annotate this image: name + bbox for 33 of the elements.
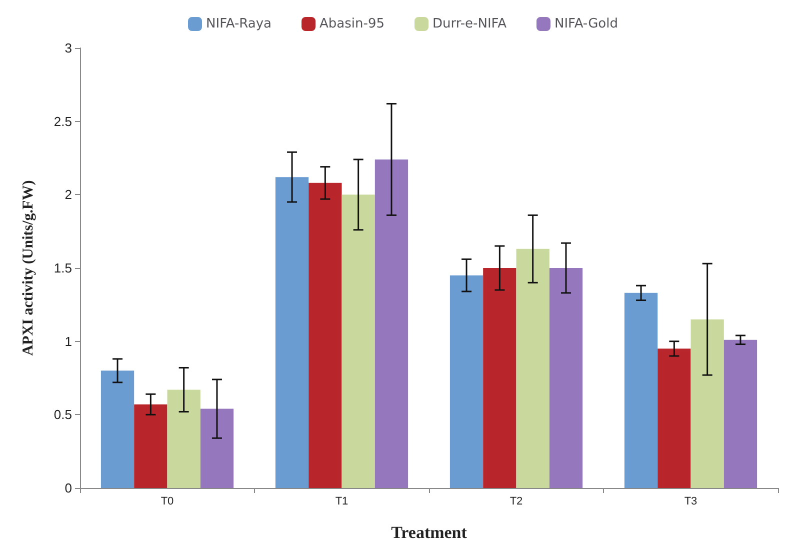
bar — [624, 292, 658, 488]
bar — [167, 390, 200, 488]
bar — [450, 275, 484, 488]
bar — [724, 340, 758, 488]
bar — [483, 268, 516, 488]
x-tick-label: T1 — [335, 496, 348, 508]
x-axis-title: Treatment — [391, 523, 468, 542]
y-axis-title: APXI activity (Units/g.FW) — [20, 180, 36, 356]
bar — [690, 319, 724, 488]
y-tick-label: 1.5 — [54, 260, 72, 276]
y-tick-label: 0.5 — [54, 407, 72, 422]
bar — [134, 404, 168, 488]
legend-label: Durr-e-NIFA — [432, 16, 507, 32]
bar — [200, 408, 234, 488]
bar — [374, 159, 408, 488]
bar — [342, 194, 375, 488]
bar — [658, 348, 691, 488]
y-tick-label: 2.5 — [54, 114, 72, 129]
bar — [100, 370, 134, 488]
y-tick-label: 3 — [64, 40, 72, 56]
x-tick-label: T3 — [684, 496, 698, 508]
bar — [275, 177, 309, 488]
x-tick-label: T2 — [510, 496, 523, 508]
legend-label: NIFA-Raya — [206, 16, 272, 32]
y-tick-label: 1 — [64, 334, 72, 349]
bar — [308, 182, 342, 488]
bar — [516, 248, 550, 488]
bar — [549, 268, 583, 488]
y-tick-label: 2 — [64, 187, 72, 202]
x-tick-label: T0 — [160, 496, 174, 508]
legend-label: Abasin-95 — [320, 16, 384, 32]
y-tick-label: 0 — [64, 480, 72, 496]
legend-label: NIFA-Gold — [554, 16, 618, 32]
